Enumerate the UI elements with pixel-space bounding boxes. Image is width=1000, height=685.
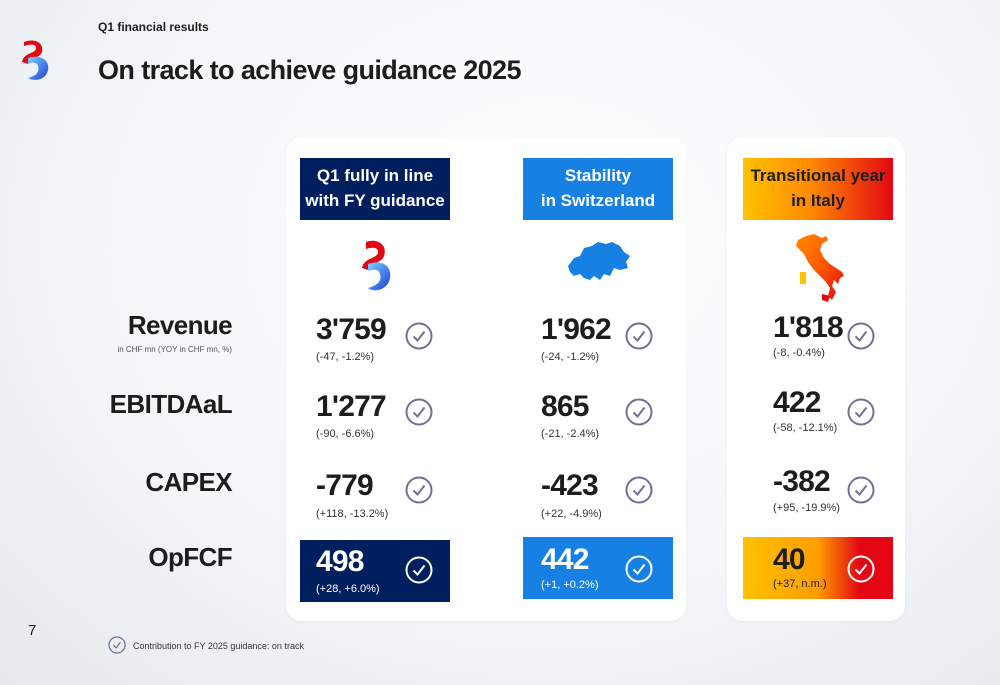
check-circle-icon bbox=[847, 398, 875, 426]
row-label-ebitdaal: EBITDAaL bbox=[109, 389, 233, 419]
group-opfcf-delta: (+28, +6.0%) bbox=[316, 583, 380, 595]
italy-capex-value: -382 bbox=[773, 465, 831, 498]
check-circle-icon bbox=[405, 322, 433, 350]
check-circle-icon bbox=[405, 556, 433, 584]
swisscom-logo-icon bbox=[362, 240, 391, 291]
italy-opfcf-delta: (+37, n.m.) bbox=[773, 578, 827, 590]
swiss-opfcf-delta: (+1, +0.2%) bbox=[541, 579, 599, 591]
row-sub-revenue: in CHF mn (YOY in CHF mn, %) bbox=[117, 345, 232, 354]
italy-opfcf-box: 40 (+37, n.m.) bbox=[743, 537, 893, 599]
group-capex-delta: (+118, -13.2%) bbox=[316, 508, 389, 520]
italy-revenue-value: 1'818 bbox=[773, 311, 844, 344]
swiss-capex-value: -423 bbox=[541, 469, 599, 502]
check-circle-icon bbox=[847, 476, 875, 504]
italy-opfcf-value: 40 bbox=[773, 543, 806, 576]
check-circle-icon bbox=[847, 555, 875, 583]
check-circle-icon bbox=[405, 398, 433, 426]
row-label-opfcf: OpFCF bbox=[148, 542, 232, 572]
check-circle-icon bbox=[625, 476, 653, 504]
legend-text: Contribution to FY 2025 guidance: on tra… bbox=[133, 641, 304, 651]
swiss-opfcf-value: 442 bbox=[541, 543, 589, 576]
italy-capex-delta: (+95, -19.9%) bbox=[773, 502, 840, 514]
swiss-revenue-value: 1'962 bbox=[541, 313, 612, 346]
page-number: 7 bbox=[28, 622, 37, 639]
italy-revenue-delta: (-8, -0.4%) bbox=[773, 347, 825, 359]
group-ebitdaal-delta: (-90, -6.6%) bbox=[316, 428, 375, 440]
swiss-ebitdaal-delta: (-21, -2.4%) bbox=[541, 428, 600, 440]
column-header-group: Q1 fully in line with FY guidance bbox=[300, 158, 450, 220]
check-circle-icon bbox=[625, 322, 653, 350]
swiss-capex-delta: (+22, -4.9%) bbox=[541, 508, 602, 520]
group-ebitdaal-value: 1'277 bbox=[316, 390, 387, 423]
italy-ebitdaal-delta: (-58, -12.1%) bbox=[773, 422, 838, 434]
swiss-opfcf-box: 442 (+1, +0.2%) bbox=[523, 537, 673, 599]
row-label-capex: CAPEX bbox=[145, 467, 232, 497]
group-revenue-value: 3'759 bbox=[316, 313, 387, 346]
column-header-switzerland: Stability in Switzerland bbox=[523, 158, 673, 220]
check-circle-icon bbox=[625, 398, 653, 426]
check-circle-icon bbox=[847, 322, 875, 350]
column-header-italy: Transitional year in Italy bbox=[743, 158, 893, 220]
row-label-revenue: Revenue bbox=[127, 310, 233, 340]
check-circle-icon bbox=[405, 476, 433, 504]
switzerland-map-icon bbox=[568, 242, 630, 280]
group-revenue-delta: (-47, -1.2%) bbox=[316, 351, 375, 363]
check-circle-icon bbox=[108, 636, 126, 654]
italy-ebitdaal-value: 422 bbox=[773, 386, 821, 419]
group-opfcf-value: 498 bbox=[316, 545, 364, 578]
page-title: On track to achieve guidance 2025 bbox=[98, 55, 522, 85]
italy-map-icon bbox=[796, 234, 844, 302]
eyebrow: Q1 financial results bbox=[98, 20, 209, 34]
swisscom-logo-icon bbox=[22, 40, 49, 80]
swiss-ebitdaal-value: 865 bbox=[541, 390, 589, 423]
group-capex-value: -779 bbox=[316, 469, 374, 502]
check-circle-icon bbox=[625, 555, 653, 583]
swiss-revenue-delta: (-24, -1.2%) bbox=[541, 351, 600, 363]
group-opfcf-box: 498 (+28, +6.0%) bbox=[300, 540, 450, 602]
